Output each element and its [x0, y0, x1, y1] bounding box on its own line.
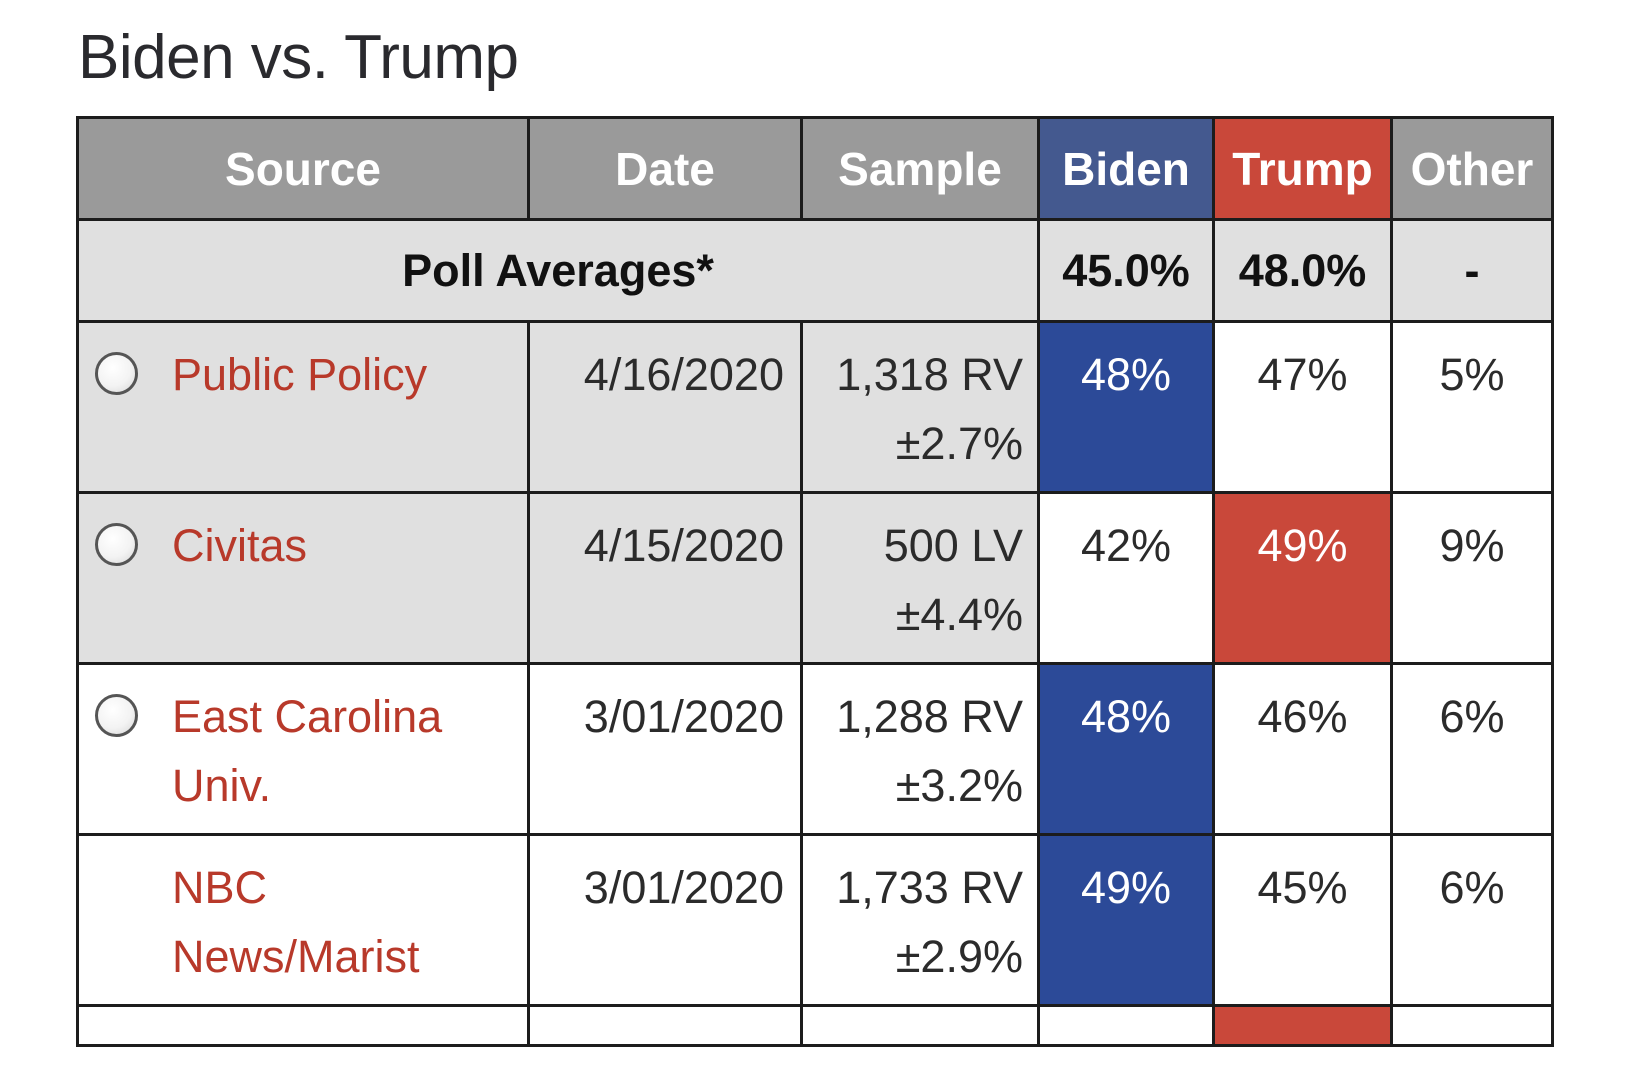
- date-cell: [527, 1004, 803, 1047]
- other-cell: [1390, 1004, 1554, 1047]
- sample-cell: 1,733 RV ±2.9%: [800, 833, 1040, 1007]
- table-row-partial: [76, 1004, 1554, 1047]
- trump-pct-cell: 47%: [1212, 320, 1393, 494]
- header-source[interactable]: Source: [76, 116, 530, 221]
- sample-cell: 500 LV ±4.4%: [800, 491, 1040, 665]
- table-row: Public Policy 4/16/2020 1,318 RV ±2.7% 48% 47…: [76, 320, 1554, 494]
- table-row: Civitas 4/15/2020 500 LV ±4.4% 42% 49% 9%: [76, 491, 1554, 665]
- date-cell: 4/15/2020: [527, 491, 803, 665]
- poll-averages-row: Poll Averages* 45.0% 48.0% -: [76, 218, 1554, 323]
- source-cell: Civitas: [76, 491, 530, 665]
- source-cell: NBC News/Marist: [76, 833, 530, 1007]
- poll-average-biden: 45.0%: [1037, 218, 1215, 323]
- trump-pct-cell: 45%: [1212, 833, 1393, 1007]
- biden-pct-cell: 48%: [1037, 662, 1215, 836]
- poll-average-trump: 48.0%: [1212, 218, 1393, 323]
- poll-averages-label: Poll Averages*: [76, 218, 1040, 323]
- radio-button[interactable]: [95, 694, 138, 737]
- sample-size: 1,318 RV: [836, 349, 1023, 400]
- source-link[interactable]: Civitas: [172, 520, 308, 571]
- margin-of-error: ±2.9%: [895, 931, 1023, 982]
- biden-cell: [1037, 1004, 1215, 1047]
- other-pct-cell: 6%: [1390, 833, 1554, 1007]
- radio-button[interactable]: [95, 352, 138, 395]
- date-cell: 3/01/2020: [527, 833, 803, 1007]
- page-title: Biden vs. Trump: [78, 23, 519, 92]
- margin-of-error: ±2.7%: [895, 418, 1023, 469]
- source-link[interactable]: NBC News/Marist: [172, 862, 420, 982]
- header-other[interactable]: Other: [1390, 116, 1554, 221]
- header-trump[interactable]: Trump: [1212, 116, 1393, 221]
- trump-cell: [1212, 1004, 1393, 1047]
- sample-size: 1,288 RV: [836, 691, 1023, 742]
- date-cell: 4/16/2020: [527, 320, 803, 494]
- source-link[interactable]: East Carolina Univ.: [172, 691, 443, 811]
- date-cell: 3/01/2020: [527, 662, 803, 836]
- radio-button[interactable]: [95, 523, 138, 566]
- sample-cell: [800, 1004, 1040, 1047]
- sample-cell: 1,318 RV ±2.7%: [800, 320, 1040, 494]
- source-cell: East Carolina Univ.: [76, 662, 530, 836]
- header-date[interactable]: Date: [527, 116, 803, 221]
- trump-pct-cell: 49%: [1212, 491, 1393, 665]
- sample-cell: 1,288 RV ±3.2%: [800, 662, 1040, 836]
- trump-pct-cell: 46%: [1212, 662, 1393, 836]
- polls-table: Source Date Sample Biden Trump Other Pol…: [76, 116, 1554, 1047]
- source-link[interactable]: Public Policy: [172, 349, 428, 400]
- biden-pct-cell: 48%: [1037, 320, 1215, 494]
- poll-average-other: -: [1390, 218, 1554, 323]
- header-sample[interactable]: Sample: [800, 116, 1040, 221]
- header-row: Source Date Sample Biden Trump Other: [76, 116, 1554, 221]
- biden-pct-cell: 42%: [1037, 491, 1215, 665]
- table-row: NBC News/Marist 3/01/2020 1,733 RV ±2.9% 49%…: [76, 833, 1554, 1007]
- biden-pct-cell: 49%: [1037, 833, 1215, 1007]
- source-cell: [76, 1004, 530, 1047]
- table-row: East Carolina Univ. 3/01/2020 1,288 RV ±3.2…: [76, 662, 1554, 836]
- other-pct-cell: 6%: [1390, 662, 1554, 836]
- other-pct-cell: 9%: [1390, 491, 1554, 665]
- source-cell: Public Policy: [76, 320, 530, 494]
- sample-size: 500 LV: [883, 520, 1023, 571]
- margin-of-error: ±4.4%: [895, 589, 1023, 640]
- other-pct-cell: 5%: [1390, 320, 1554, 494]
- header-biden[interactable]: Biden: [1037, 116, 1215, 221]
- margin-of-error: ±3.2%: [895, 760, 1023, 811]
- sample-size: 1,733 RV: [836, 862, 1023, 913]
